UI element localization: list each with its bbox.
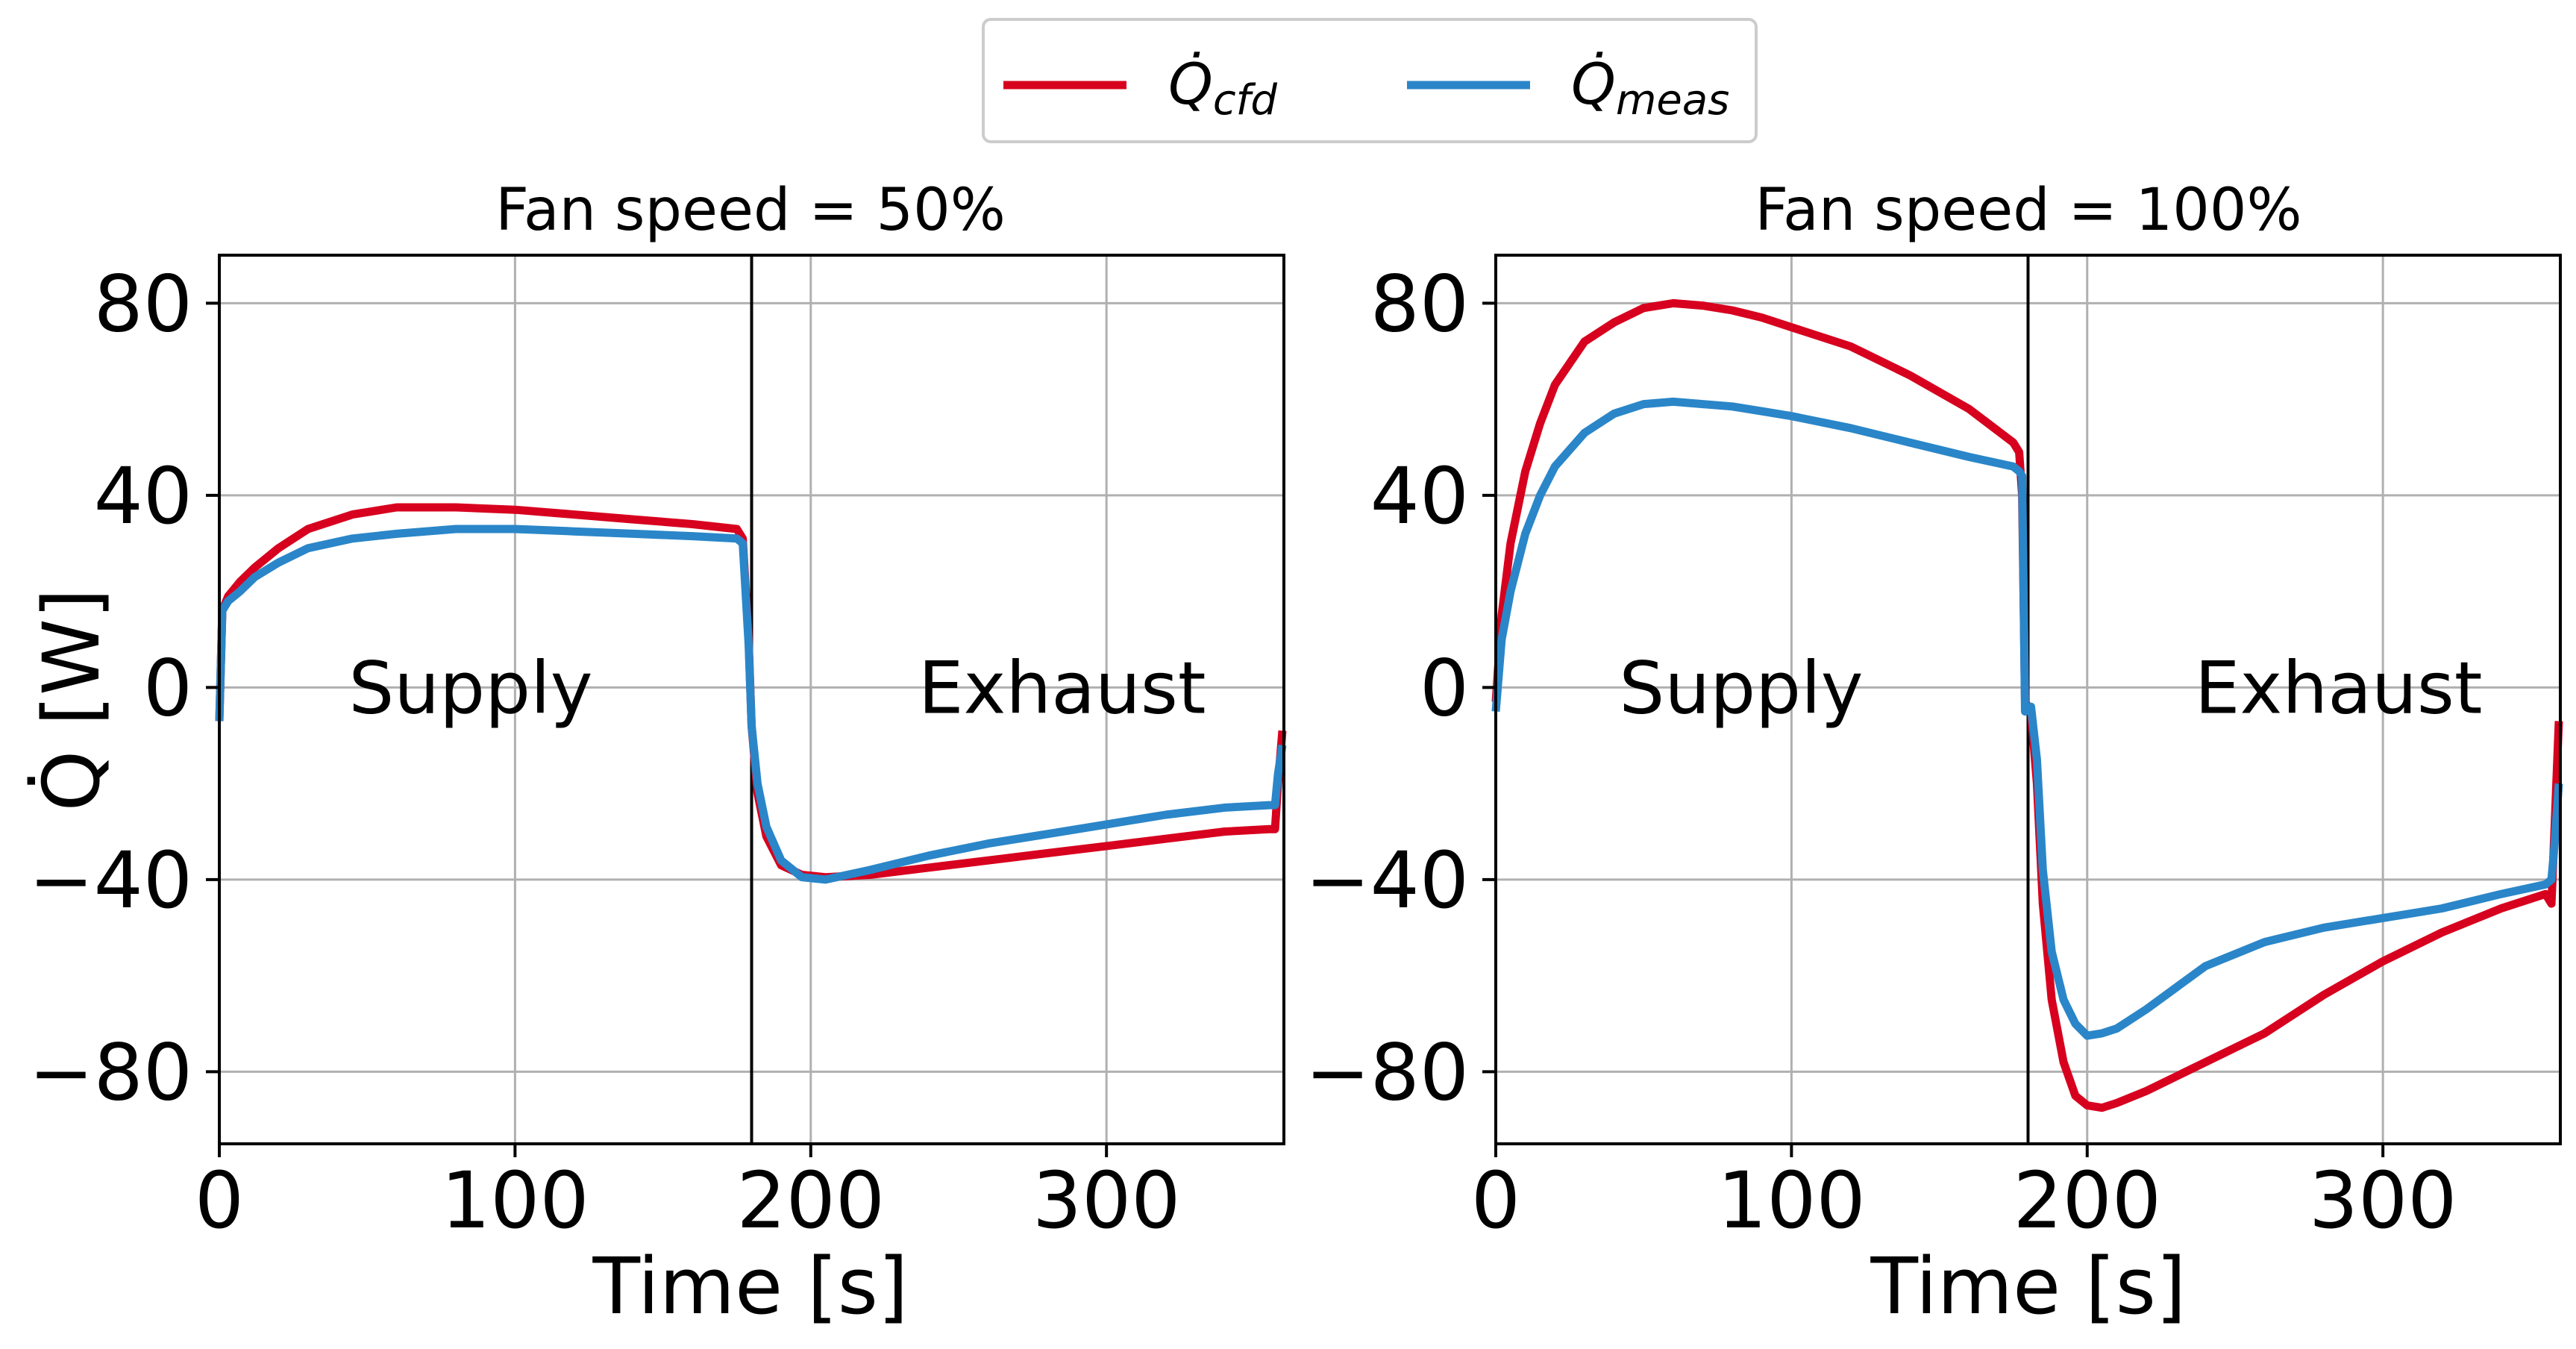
legend: Q̇cfd Q̇meas xyxy=(982,18,1758,143)
x-tick-label: 200 xyxy=(737,1155,886,1246)
y-tick-label: 80 xyxy=(1370,258,1469,349)
y-tick-label: −40 xyxy=(29,835,192,926)
x-tick-label: 0 xyxy=(1471,1155,1520,1246)
panel-title: Fan speed = 50% xyxy=(495,177,1006,244)
annotation-supply: Supply xyxy=(1619,646,1863,730)
legend-label-meas: Q̇meas xyxy=(1571,51,1729,125)
series-line-q-meas xyxy=(1491,397,2563,1040)
plot-frame xyxy=(1494,254,2562,1145)
series-line-q-meas xyxy=(215,525,1287,884)
y-tick-label: 40 xyxy=(1370,451,1469,542)
plot-frame xyxy=(218,254,1285,1145)
panel-title: Fan speed = 100% xyxy=(1755,177,2301,244)
y-tick-label: −80 xyxy=(29,1027,192,1118)
y-tick-label: 0 xyxy=(143,642,192,733)
annotation-exhaust: Exhaust xyxy=(918,646,1206,730)
y-tick-label: −40 xyxy=(1306,835,1469,926)
legend-frame xyxy=(982,18,1758,143)
legend-label-cfd: Q̇cfd xyxy=(1168,51,1277,125)
x-tick-label: 0 xyxy=(195,1155,244,1246)
x-tick-label: 100 xyxy=(441,1155,589,1246)
annotation-supply: Supply xyxy=(348,646,592,730)
x-tick-label: 300 xyxy=(2309,1155,2457,1246)
y-tick-label: 80 xyxy=(94,258,192,349)
y-tick-label: 40 xyxy=(94,451,192,542)
panel-fan-50: Fan speed = 50% 0 100 200 300 80 40 0 −40 −80 Su… xyxy=(26,177,1287,1332)
y-tick-label: −80 xyxy=(1306,1027,1469,1118)
y-axis-label: Q̇ [W] xyxy=(26,589,117,812)
x-tick-label: 100 xyxy=(1717,1155,1866,1246)
panel-fan-100: Fan speed = 100% 0 100 200 300 80 40 0 −40 −80 S… xyxy=(1306,177,2563,1332)
ticks: 0 100 200 300 80 40 0 −40 −80 xyxy=(29,258,1181,1246)
x-axis-label: Time [s] xyxy=(1870,1241,2187,1332)
annotation-exhaust: Exhaust xyxy=(2195,646,2483,730)
x-tick-label: 300 xyxy=(1032,1155,1181,1246)
x-tick-label: 200 xyxy=(2014,1155,2162,1246)
series-group xyxy=(1491,298,2563,1112)
x-axis-label: Time [s] xyxy=(592,1241,909,1332)
ticks: 0 100 200 300 80 40 0 −40 −80 xyxy=(1306,258,2457,1246)
y-tick-label: 0 xyxy=(1420,642,1469,733)
series-group xyxy=(215,503,1287,884)
